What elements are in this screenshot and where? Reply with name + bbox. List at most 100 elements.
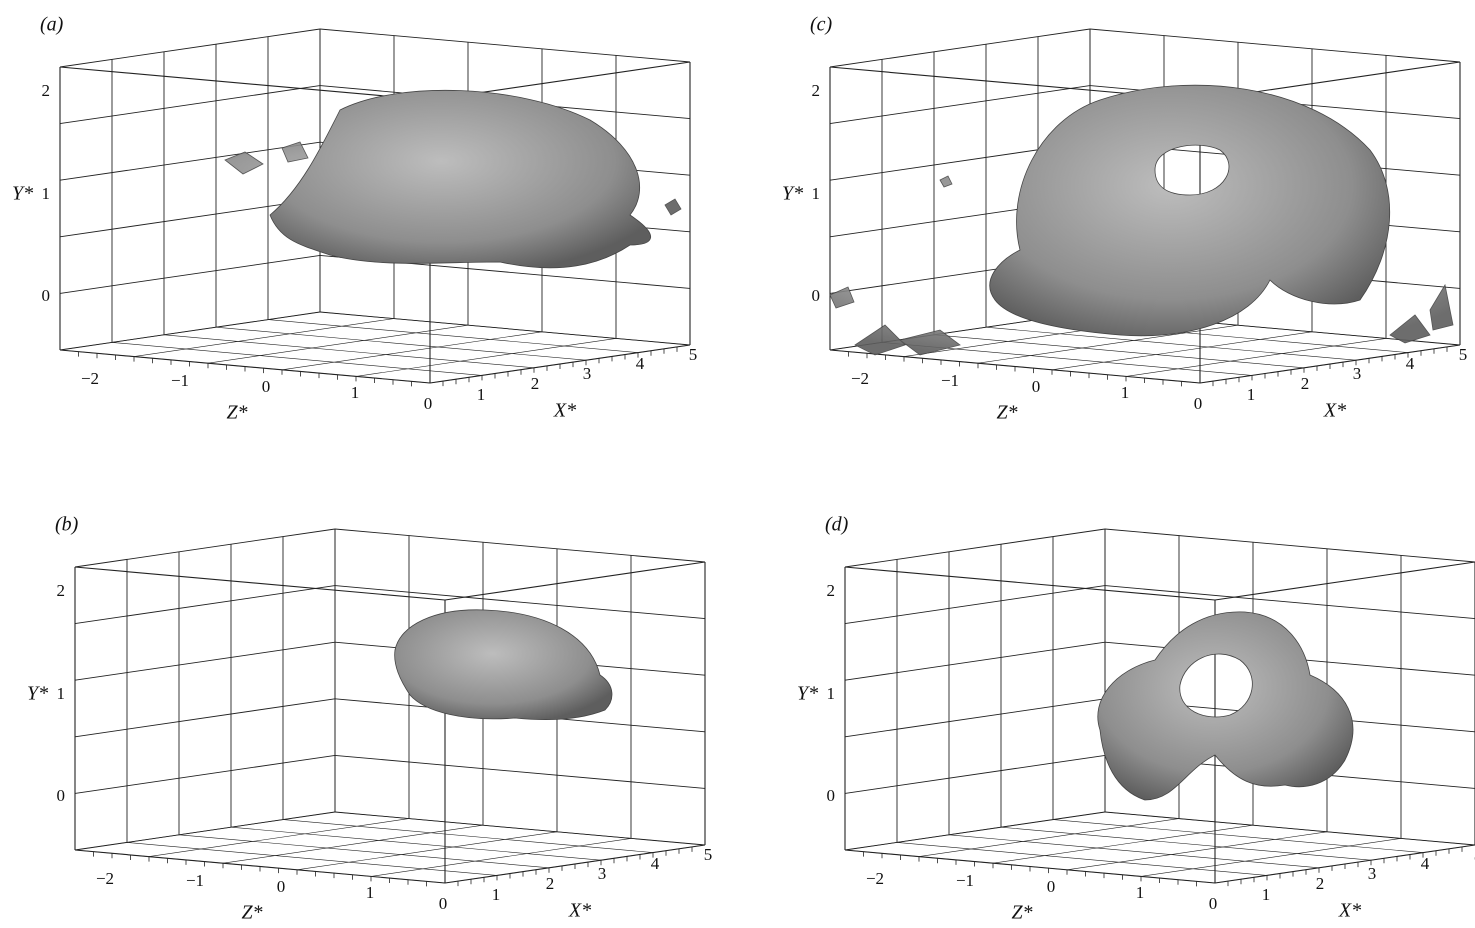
z-tick-label: −2 [81,369,99,388]
grid-line [845,529,1105,567]
x-tick-label: 5 [704,845,713,864]
floor-line [897,842,1267,875]
z-tick-label: −2 [866,869,884,888]
z-tick-label: −1 [171,371,189,390]
x-tick-label: 3 [1353,364,1362,383]
grid-line [75,642,335,680]
floor-line [208,325,468,363]
x-tick-label: 0 [424,394,433,413]
z-tick-label: 0 [1032,377,1041,396]
z-tick-label: 1 [351,383,360,402]
floor-line [149,819,409,857]
z-axis-label: Z* [996,402,1017,424]
panel-label: (a) [40,14,64,36]
floor-line [127,842,497,875]
grid-line [1105,529,1475,562]
floor-line [1126,338,1386,376]
x-tick-label: 4 [636,354,645,373]
z-tick-label: −1 [186,871,204,890]
grid-line [320,29,690,62]
panel-label: (c) [810,14,833,36]
floor-line [223,825,483,863]
z-axis-label: Z* [226,402,247,424]
x-tick-label: 3 [598,864,607,883]
floor-line [179,835,549,868]
floor-line [60,312,320,350]
x-tick-label: 0 [1209,894,1218,913]
box-edge [60,67,430,100]
y-axis-label: Y* [12,183,33,205]
floor-line [1105,812,1475,845]
grid-line [845,586,1105,624]
box-edge [1215,562,1475,600]
grid-line [1105,586,1475,619]
y-tick-label: 2 [827,581,836,600]
floor-line [335,812,705,845]
floor-line [919,819,1179,857]
x-axis-label: X* [553,400,576,422]
x-tick-label: 2 [1316,874,1325,893]
z-tick-label: −2 [96,869,114,888]
floor-line [320,312,690,345]
z-tick-label: 0 [1047,877,1056,896]
floor-line [134,319,394,357]
x-tick-label: 1 [1262,885,1271,904]
x-tick-label: 4 [1406,354,1415,373]
x-tick-label: 4 [651,854,660,873]
floor-line [164,335,534,368]
floor-line [949,835,1319,868]
z-axis-label: Z* [1011,902,1032,923]
floor-line [356,338,616,376]
y-tick-label: 2 [812,81,821,100]
floor-line [268,320,638,353]
x-tick-label: 1 [1247,385,1256,404]
floor-line [1053,820,1423,853]
y-axis-label: Y* [27,683,48,705]
x-tick-label: 0 [1194,394,1203,413]
y-tick-label: 1 [812,184,821,203]
isosurface [395,610,612,720]
grid-line [830,29,1090,67]
y-axis-label: Y* [797,683,818,705]
y-tick-label: 2 [57,581,66,600]
x-axis-label: X* [568,900,591,922]
grid-line [75,529,335,567]
x-tick-label: 1 [477,385,486,404]
z-tick-label: 0 [277,877,286,896]
grid-line [1090,29,1460,62]
panel-label: (d) [825,514,849,536]
grid-line [60,142,320,180]
isosurface [270,90,651,268]
x-tick-label: 2 [546,874,555,893]
z-tick-label: −1 [956,871,974,890]
grid-line [60,29,320,67]
z-tick-label: 1 [1136,883,1145,902]
z-axis-label: Z* [241,902,262,923]
floor-line [112,342,482,375]
z-tick-label: 1 [1121,383,1130,402]
z-tick-label: 0 [262,377,271,396]
grid-line [75,586,335,624]
y-tick-label: 1 [42,184,51,203]
x-tick-label: 0 [439,894,448,913]
z-tick-label: −2 [851,369,869,388]
grid-line [845,755,1105,793]
grid-line [845,642,1105,680]
x-tick-label: 3 [583,364,592,383]
floor-line [1052,332,1312,370]
floor-line [371,838,631,876]
x-tick-label: 2 [1301,374,1310,393]
x-tick-label: 1 [492,885,501,904]
panel-label: (b) [55,514,79,536]
floor-line [75,812,335,850]
x-tick-label: 5 [689,345,698,364]
y-tick-label: 1 [57,684,66,703]
floor-line [1141,838,1401,876]
floor-line [1001,827,1371,860]
isosurface [990,85,1390,336]
y-tick-label: 0 [57,786,66,805]
box-edge [75,567,445,600]
floor-line [845,812,1105,850]
figure: (a) 0 1 2 Y* −2 −1 0 1 Z* 0 1 2 3 4 5 X* (c) 0 1 2 Y* −2 −1 0 1 Z*… [0,0,1475,923]
